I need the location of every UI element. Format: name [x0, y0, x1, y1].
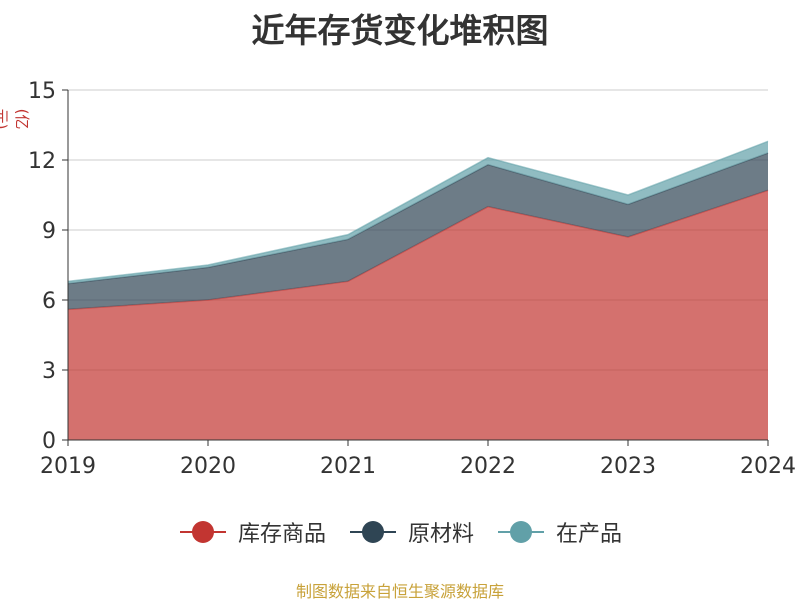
y-tick-label: 9 [42, 219, 56, 244]
legend-marker-icon [349, 521, 396, 543]
x-tick-label: 2024 [740, 454, 796, 479]
y-tick-label: 12 [28, 149, 56, 174]
legend-item-1[interactable]: 库存商品 [178, 516, 326, 548]
data-source-note: 制图数据来自恒生聚源数据库 [295, 582, 504, 601]
legend-marker-icon [179, 521, 226, 543]
x-tick-label: 2023 [600, 454, 656, 479]
x-tick-label: 2022 [460, 454, 516, 479]
x-tick-label: 2019 [40, 454, 96, 479]
x-tick-label: 2020 [180, 454, 236, 479]
line-series-3 [67, 140, 769, 283]
legend-item-2[interactable]: 原材料 [348, 516, 474, 548]
y-tick-label: 15 [28, 79, 56, 104]
chart-legend: 库存商品 原材料 在产品 [0, 516, 800, 548]
y-tick-label: 3 [42, 359, 56, 384]
area-series-1 [68, 190, 768, 440]
chart-title: 近年存货变化堆积图 [251, 11, 549, 50]
area-series-2 [68, 153, 768, 310]
legend-item-3[interactable]: 在产品 [496, 516, 622, 548]
y-tick-label: 0 [42, 429, 56, 454]
legend-label: 原材料 [407, 522, 474, 547]
legend-marker-icon [498, 521, 544, 543]
legend-label: 库存商品 [237, 522, 326, 547]
y-tick-label: 6 [42, 289, 56, 314]
x-tick-label: 2021 [320, 454, 376, 479]
legend-label: 在产品 [556, 522, 623, 547]
